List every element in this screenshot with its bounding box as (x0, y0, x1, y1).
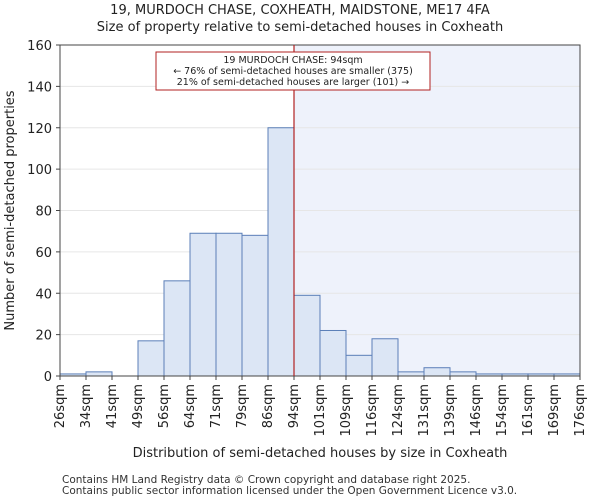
annotation-box (155, 51, 431, 91)
histogram-bar (163, 280, 191, 377)
x-tick-label: 79sqm (235, 384, 250, 428)
x-tick-label: 94sqm (287, 384, 302, 428)
x-tick-label: 139sqm (443, 384, 458, 437)
histogram-bar (423, 367, 451, 377)
x-tick-label: 64sqm (183, 384, 198, 428)
histogram-bar (267, 127, 295, 377)
annotation-line: 19 MURDOCH CHASE: 94sqm (223, 55, 362, 66)
y-axis-label: Number of semi-detached properties (3, 90, 18, 330)
x-tick-label: 161sqm (521, 384, 536, 437)
histogram-bar (345, 354, 373, 377)
y-tick-label: 140 (27, 80, 52, 95)
x-tick-label: 56sqm (157, 384, 172, 428)
x-tick-label: 41sqm (105, 384, 120, 428)
chart-subtitle: Size of property relative to semi-detach… (96, 20, 504, 35)
footer-line-2: Contains public sector information licen… (62, 485, 518, 497)
x-tick-label: 86sqm (261, 384, 276, 428)
x-tick-label: 169sqm (547, 384, 562, 437)
histogram-bar (371, 338, 399, 377)
y-tick-label: 160 (27, 39, 52, 54)
histogram-bar (189, 232, 217, 377)
x-tick-label: 146sqm (469, 384, 484, 437)
histogram-bar (241, 234, 269, 377)
x-tick-label: 109sqm (339, 384, 354, 437)
x-tick-label: 101sqm (313, 384, 328, 437)
y-tick-label: 60 (35, 246, 52, 261)
x-axis-label: Distribution of semi-detached houses by … (133, 446, 508, 461)
y-tick-label: 80 (35, 205, 52, 220)
annotation-line: ← 76% of semi-detached houses are smalle… (173, 66, 413, 77)
footer-line-1: Contains HM Land Registry data © Crown c… (62, 474, 471, 486)
x-tick-label: 34sqm (79, 384, 94, 428)
x-tick-label: 131sqm (417, 384, 432, 437)
histogram-bar (293, 294, 321, 377)
histogram-bar (137, 340, 165, 377)
x-tick-label: 176sqm (573, 384, 588, 437)
x-tick-label: 154sqm (495, 384, 510, 437)
x-tick-label: 116sqm (365, 384, 380, 437)
y-tick-label: 0 (44, 370, 52, 385)
y-tick-label: 40 (35, 287, 52, 302)
y-tick-label: 20 (35, 329, 52, 344)
histogram-bar (85, 371, 113, 377)
x-tick-label: 49sqm (131, 384, 146, 428)
histogram-bar (319, 329, 347, 377)
annotation-line: 21% of semi-detached houses are larger (… (177, 77, 410, 88)
chart-title: 19, MURDOCH CHASE, COXHEATH, MAIDSTONE, … (110, 3, 490, 18)
x-tick-label: 26sqm (53, 384, 68, 428)
y-tick-label: 120 (27, 122, 52, 137)
histogram-bar (449, 371, 477, 377)
x-tick-label: 124sqm (391, 384, 406, 437)
y-tick-label: 100 (27, 163, 52, 178)
histogram-bar (397, 371, 425, 377)
histogram-bar (215, 232, 243, 377)
x-tick-label: 71sqm (209, 384, 224, 428)
